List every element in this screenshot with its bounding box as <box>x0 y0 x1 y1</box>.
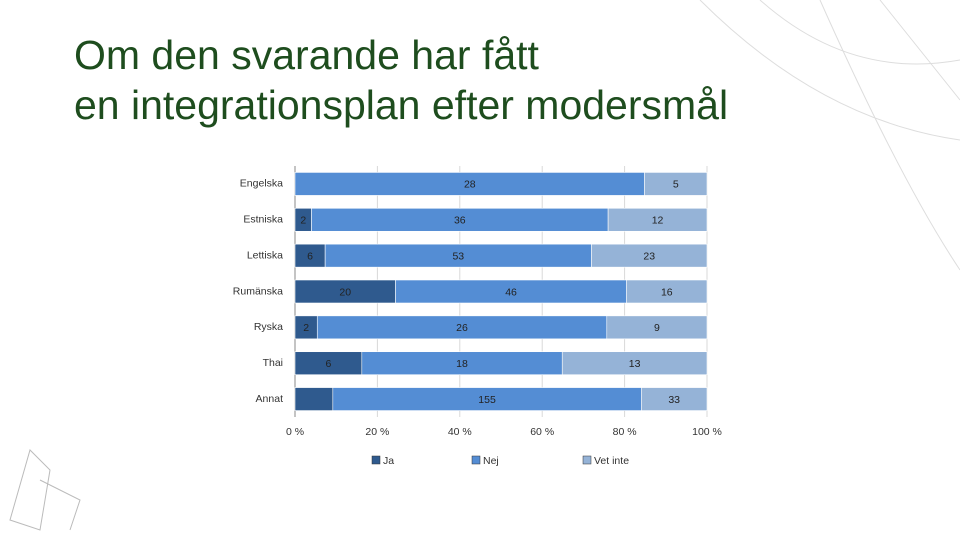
category-label: Engelska <box>240 178 283 190</box>
data-label: 26 <box>456 322 468 334</box>
data-label: 12 <box>652 215 664 227</box>
x-tick-label: 20 % <box>365 426 389 438</box>
data-label: 2 <box>300 215 306 227</box>
bar-segment <box>561 351 708 376</box>
data-label: 23 <box>643 250 655 262</box>
data-label: 46 <box>505 286 517 298</box>
category-label: Rumänska <box>233 285 283 297</box>
data-label: 28 <box>464 179 476 191</box>
data-label: 13 <box>629 358 641 370</box>
bar-segment <box>626 279 708 304</box>
category-label: Estniska <box>243 214 283 226</box>
category-label: Lettiska <box>247 249 283 261</box>
x-tick-label: 0 % <box>286 426 304 438</box>
data-label: 2 <box>303 322 309 334</box>
bar-segment <box>606 315 708 340</box>
x-tick-label: 80 % <box>613 426 637 438</box>
data-label: 5 <box>673 179 679 191</box>
legend-swatch <box>582 455 592 465</box>
data-label: 18 <box>456 358 468 370</box>
data-label: 20 <box>339 286 351 298</box>
legend-label: Vet inte <box>594 455 629 467</box>
bar-segment <box>294 387 334 411</box>
bar-segment <box>641 387 708 411</box>
bar-segment <box>644 172 708 196</box>
legend-label: Ja <box>383 455 394 467</box>
data-label: 6 <box>307 250 313 262</box>
category-label: Thai <box>263 357 283 369</box>
data-label: 155 <box>478 394 496 406</box>
legend-label: Nej <box>483 455 499 467</box>
x-tick-label: 40 % <box>448 426 472 438</box>
data-label: 6 <box>325 358 331 370</box>
x-tick-label: 60 % <box>530 426 554 438</box>
bar-segment <box>607 207 708 232</box>
data-label: 36 <box>454 215 466 227</box>
data-label: 53 <box>452 250 464 262</box>
title-line: Om den svarande har fått en integrationsp… <box>74 32 728 128</box>
legend-swatch <box>371 455 381 465</box>
data-label: 9 <box>654 322 660 334</box>
decoration <box>9 0 960 531</box>
data-label: 33 <box>668 394 680 406</box>
bar-segment <box>591 243 708 268</box>
data-label: 16 <box>661 286 673 298</box>
x-tick-label: 100 % <box>692 426 722 438</box>
category-label: Ryska <box>254 321 283 333</box>
legend-swatch <box>471 455 481 465</box>
category-label: Annat <box>256 393 284 405</box>
